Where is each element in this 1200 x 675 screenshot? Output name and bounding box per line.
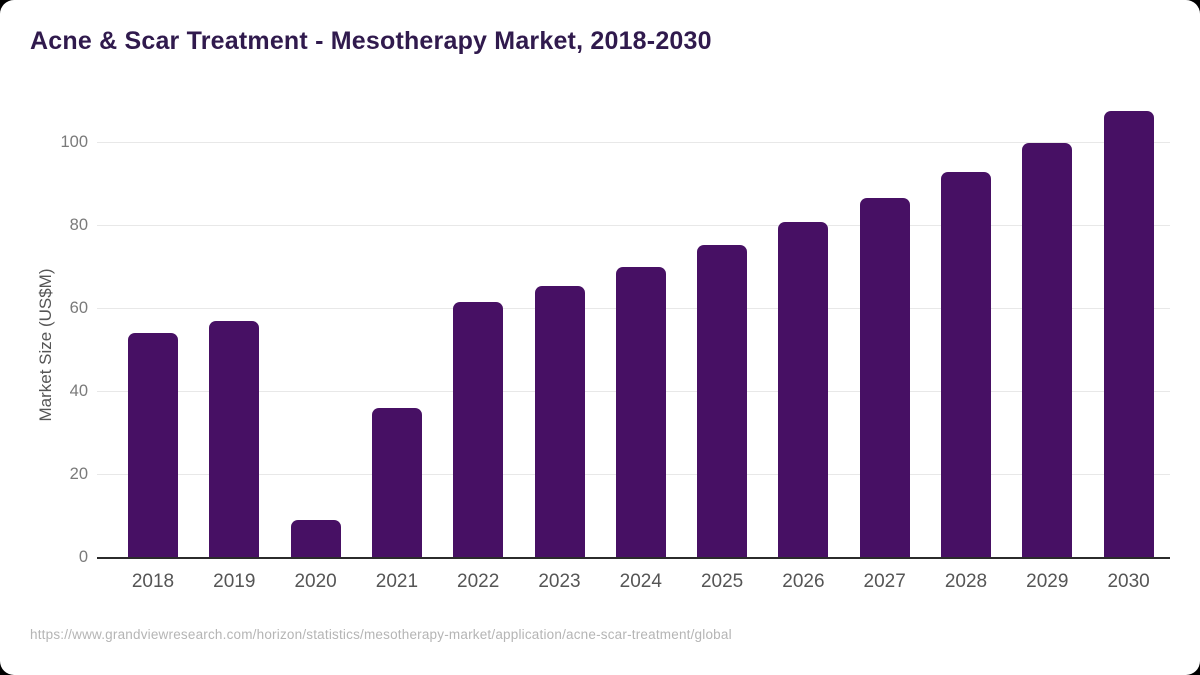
bar-2026 [778, 222, 829, 557]
y-tick-label: 40 [69, 381, 88, 400]
y-axis-title: Market Size (US$M) [36, 268, 55, 422]
x-tick-label: 2021 [375, 571, 419, 592]
y-tick-label: 60 [69, 298, 88, 317]
bar-2029 [1022, 143, 1073, 557]
plot-area: 0 20 40 60 80 100 2018 2019 2020 2021 2022 2023 2024… [60, 100, 1170, 592]
y-tick-label: 80 [69, 215, 88, 234]
x-tick-label: 2024 [619, 571, 662, 592]
x-tick-label: 2018 [131, 571, 175, 592]
x-tick-label: 2028 [944, 571, 988, 592]
x-tick-label: 2029 [1026, 571, 1069, 592]
gridline [97, 141, 1170, 143]
y-tick-label: 20 [69, 464, 88, 483]
x-tick-label: 2022 [457, 571, 500, 592]
bar-2020 [290, 520, 341, 557]
chart-title: Acne & Scar Treatment - Mesotherapy Mark… [30, 27, 712, 55]
bar-2027 [859, 198, 910, 557]
bar-2023 [534, 285, 585, 557]
bar-2018 [128, 333, 178, 557]
x-tick-label: 2023 [538, 571, 581, 592]
bar-2030 [1103, 111, 1154, 557]
source-url: https://www.grandviewresearch.com/horizo… [30, 627, 732, 642]
y-tick-label: 0 [78, 548, 88, 566]
y-tick-label: 100 [60, 132, 88, 151]
gridline [97, 224, 1170, 226]
bar-2024 [615, 266, 666, 557]
bar-2028 [941, 172, 991, 557]
bar-2025 [697, 245, 748, 557]
bar-2021 [371, 408, 422, 557]
x-tick-label: 2019 [213, 571, 256, 592]
x-tick-label: 2027 [863, 571, 906, 592]
x-tick-label: 2030 [1107, 571, 1150, 592]
bar-2022 [453, 302, 504, 557]
x-tick-label: 2026 [782, 571, 825, 592]
x-tick-label: 2020 [294, 571, 337, 592]
x-tick-label: 2025 [700, 571, 744, 592]
bar-2019 [209, 320, 260, 557]
